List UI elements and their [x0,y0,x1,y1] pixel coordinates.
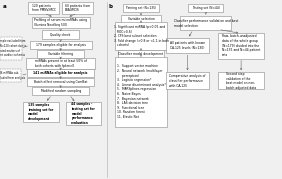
Text: Comparative analysis of
classifier performance
with CA-125: Comparative analysis of classifier perfo… [169,74,206,88]
Text: b: b [109,4,113,9]
Text: 1 sample excluded from
the N=120 cohort due to
elevated markers of
recent cardia: 1 sample excluded from the N=120 cohort … [0,39,26,57]
Text: 60 patients from
ERAGMOS: 60 patients from ERAGMOS [65,4,90,12]
Text: 44 samples -
testing set for
model
performance
evaluation: 44 samples - testing set for model perfo… [71,102,95,125]
Text: Modified random sampling: Modified random sampling [41,89,81,93]
FancyBboxPatch shape [27,78,94,86]
FancyBboxPatch shape [28,2,59,14]
FancyBboxPatch shape [118,50,164,58]
Text: miRNAs present in at least 50% of
both cohorts with fpkm>0: miRNAs present in at least 50% of both c… [35,59,87,68]
FancyBboxPatch shape [32,17,90,28]
FancyBboxPatch shape [115,22,167,50]
FancyBboxPatch shape [166,38,209,53]
FancyBboxPatch shape [30,41,92,49]
FancyBboxPatch shape [180,16,231,30]
Text: Quality check: Quality check [50,33,71,37]
Text: Batch effect removal using ComBat: Batch effect removal using ComBat [34,80,87,84]
FancyBboxPatch shape [42,30,79,39]
FancyBboxPatch shape [23,102,59,122]
Text: Testing set (N=44): Testing set (N=44) [192,6,220,10]
Text: 179 samples eligible for analysis: 179 samples eligible for analysis [36,43,86,47]
Text: 135 samples
training set for
model
development: 135 samples training set for model devel… [28,103,54,121]
FancyBboxPatch shape [124,4,158,12]
Text: 1. Significant miRNA (p<0.05 and
   ROC>0.6)
2. CFS best subset selection
3. Fol: 1. Significant miRNA (p<0.05 and ROC>0.6… [113,25,169,47]
FancyBboxPatch shape [121,15,161,23]
FancyBboxPatch shape [0,37,22,59]
Text: Variable filtering: Variable filtering [48,52,73,56]
Text: Classifier model development: Classifier model development [118,52,164,56]
FancyBboxPatch shape [218,72,265,89]
Text: Profiling of serum microRNAs using
Illumina NextSeq 500: Profiling of serum microRNAs using Illum… [34,18,87,27]
Text: Training set (N=135): Training set (N=135) [125,6,157,10]
FancyBboxPatch shape [65,102,101,125]
FancyBboxPatch shape [32,87,89,95]
FancyBboxPatch shape [37,50,84,58]
FancyBboxPatch shape [115,57,167,127]
Text: 141 miRNAs eligible for analysis: 141 miRNAs eligible for analysis [34,71,88,75]
FancyBboxPatch shape [62,2,93,14]
Text: 120 patients
from PMNV/MCC: 120 patients from PMNV/MCC [32,4,56,12]
Text: All patients with known
CA-125 levels (N=130): All patients with known CA-125 levels (N… [170,41,205,50]
Text: a: a [3,4,6,9]
Text: Raw, batch-unadjusted
data of the whole group
(N=179) divided into the
N=135 and: Raw, batch-unadjusted data of the whole … [222,34,260,57]
Text: Classifier performance validation and best
model selection: Classifier performance validation and be… [174,19,238,28]
FancyBboxPatch shape [188,4,223,12]
FancyBboxPatch shape [26,58,95,69]
Text: 1.  Support vector machine
2.  Neural network (multilayer
     perceptron)
3.  L: 1. Support vector machine 2. Neural netw… [116,64,166,119]
FancyBboxPatch shape [27,69,94,77]
Text: Second step
validation of the
best model on non-
batch adjusted data: Second step validation of the best model… [226,72,256,90]
Text: 2186 miRNAs sub-
excluded from analysis: 2186 miRNAs sub- excluded from analysis [0,71,25,80]
FancyBboxPatch shape [0,69,21,82]
Text: Variable selection: Variable selection [128,17,154,21]
FancyBboxPatch shape [218,33,265,59]
FancyBboxPatch shape [166,72,209,89]
